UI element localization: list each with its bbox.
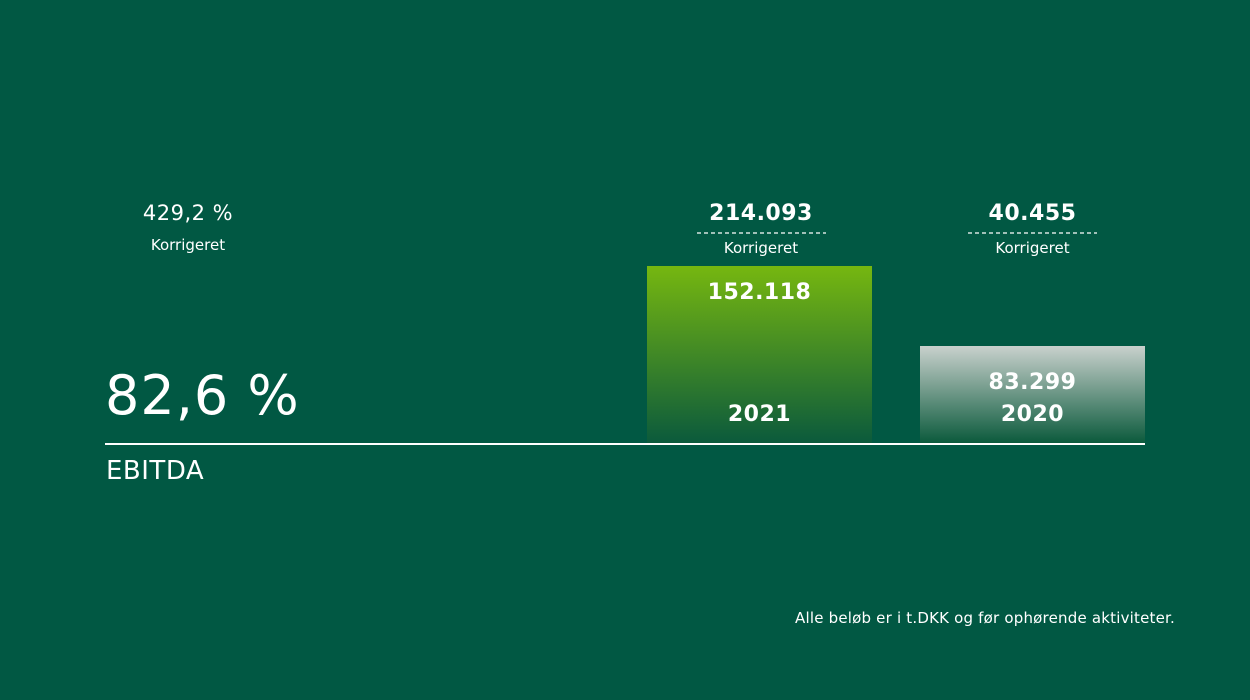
adjusted-ratio-label: Korrigeret [150,236,226,254]
bar-value-label-2021: 152.118 [707,280,812,305]
metric-label: EBITDA [106,456,205,486]
bar-2020 [920,346,1145,443]
adjusted-caption-2021: Korrigeret [723,239,799,257]
bar-2021 [647,266,872,443]
adjusted-value-2020: 40.455 [988,201,1077,226]
adjusted-caption-2020: Korrigeret [995,239,1070,257]
bar-year-label-2021: 2021 [727,402,792,427]
adjusted-value-2021: 214.093 [709,201,813,226]
bar-year-label-2020: 2020 [1000,402,1065,427]
footnote: Alle beløb er i t.DKK og før ophørende a… [795,609,1175,627]
bar-value-label-2020: 83.299 [988,370,1077,395]
ratio-value: 82,6 % [105,364,300,427]
adjusted-ratio-value: 429,2 % [142,201,234,225]
